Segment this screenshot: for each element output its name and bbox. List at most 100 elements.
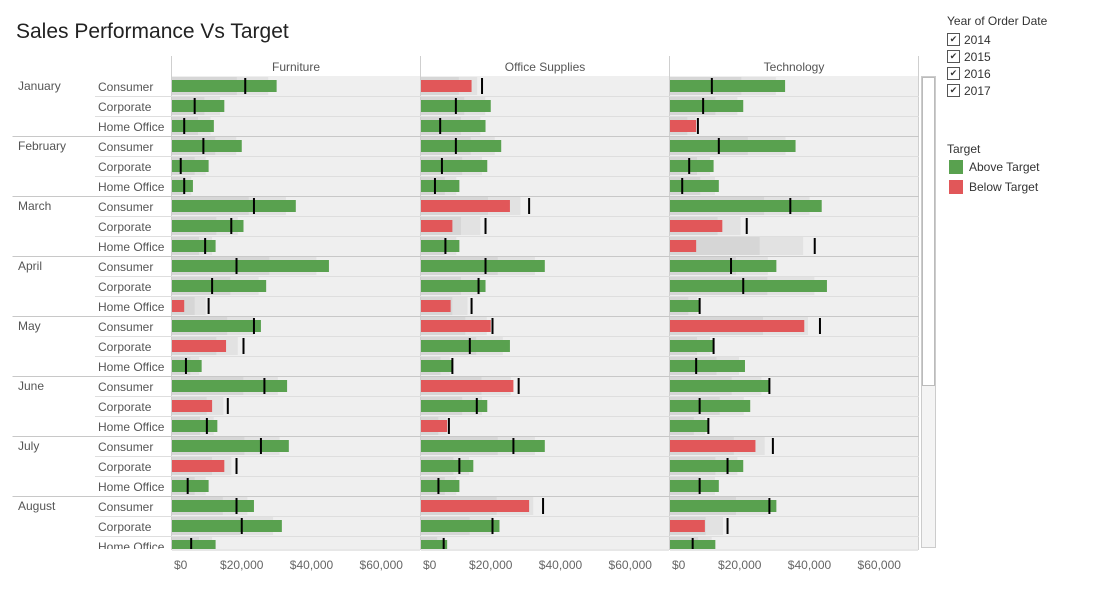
legend-item[interactable]: Above Target [949,160,1040,174]
month-label: March [18,199,51,213]
segment-label: Home Office [98,180,165,194]
segment-label: Home Office [98,480,165,494]
sales-bar [172,100,225,112]
sales-bar [421,180,460,192]
sales-bar [670,380,770,392]
month-label: June [18,379,44,393]
sales-bar [670,300,700,312]
checkbox-icon[interactable]: ✔ [947,33,960,46]
year-filter-label: 2015 [964,49,991,64]
x-tick-label: $60,000 [858,558,902,572]
month-label: February [18,139,66,153]
x-tick-label: $60,000 [609,558,653,572]
legend-label: Above Target [969,160,1040,174]
sales-bar [421,500,530,512]
legend-item[interactable]: Below Target [949,180,1038,194]
segment-label: Home Office [98,120,165,134]
sales-bar [670,220,723,232]
x-tick-label: $0 [423,558,437,572]
sales-bar [421,260,545,272]
year-filter-option[interactable]: ✔ 2016 [947,66,991,81]
checkbox-icon[interactable]: ✔ [947,84,960,97]
year-filter-option[interactable]: ✔ 2015 [947,49,991,64]
segment-label: Corporate [98,220,152,234]
sales-bar [670,500,777,512]
x-tick-label: $0 [174,558,188,572]
sales-bar [172,540,216,549]
sales-bar [670,440,756,452]
sales-bar [172,380,288,392]
sales-bar [421,300,451,312]
sales-bar [172,440,289,452]
month-label: July [18,439,39,453]
sales-bar [670,480,719,492]
sales-bar [670,200,822,212]
x-tick-label: $60,000 [360,558,404,572]
sales-bar [172,220,244,232]
sales-bar [172,460,225,472]
month-label: August [18,499,56,513]
x-tick-label: $40,000 [290,558,334,572]
legend-swatch [949,160,963,174]
month-label: April [18,259,42,273]
sales-bar [172,200,296,212]
sales-bar [670,120,697,132]
segment-label: Corporate [98,340,152,354]
sales-bar [670,100,744,112]
sales-bar [670,140,796,152]
x-tick-label: $20,000 [469,558,513,572]
sales-bar [421,380,514,392]
segment-label: Home Office [98,420,165,434]
segment-label: Consumer [98,200,153,214]
chart-title: Sales Performance Vs Target [16,20,289,43]
sales-bar [421,340,510,352]
checkbox-icon[interactable]: ✔ [947,50,960,63]
column-header: Office Supplies [505,60,586,74]
year-filter-option[interactable]: ✔ 2017 [947,83,991,98]
month-label: January [18,79,61,93]
sales-bar [172,260,329,272]
sales-bar [172,160,209,172]
sales-bar [172,480,209,492]
sales-bar [172,80,277,92]
sales-bar [670,240,697,252]
sales-bar [421,240,460,252]
month-label: May [18,319,41,333]
segment-label: Home Office [98,240,165,254]
x-tick-label: $0 [672,558,686,572]
segment-label: Consumer [98,140,153,154]
segment-label: Consumer [98,380,153,394]
sales-bar [670,260,777,272]
segment-label: Home Office [98,540,165,554]
sales-bar [421,460,474,472]
year-filter-option[interactable]: ✔ 2014 [947,32,991,47]
sales-bar [421,320,491,332]
segment-label: Corporate [98,280,152,294]
sales-bar [670,420,709,432]
sales-bar [670,180,719,192]
year-filter-label: 2014 [964,32,991,47]
segment-label: Corporate [98,400,152,414]
x-tick-label: $20,000 [718,558,762,572]
x-tick-label: $40,000 [539,558,583,572]
sales-bar [421,140,502,152]
sales-bar [670,360,745,372]
segment-label: Corporate [98,520,152,534]
segment-label: Home Office [98,300,165,314]
sales-bar [172,300,185,312]
segment-label: Consumer [98,320,153,334]
filter-title: Year of Order Date [947,14,1048,28]
bullet-chart: Furniture Office Supplies Technology Januar… [11,56,919,572]
sales-bar [421,120,486,132]
year-filter-label: 2017 [964,83,991,98]
checkbox-icon[interactable]: ✔ [947,67,960,80]
sales-bar [670,340,714,352]
legend-title: Target [947,142,981,156]
scrollbar-thumb[interactable] [922,77,935,386]
segment-label: Corporate [98,100,152,114]
sales-bar [172,120,214,132]
column-header: Furniture [272,60,320,74]
sales-bar [421,80,472,92]
sales-bar [421,160,488,172]
segment-label: Consumer [98,80,153,94]
